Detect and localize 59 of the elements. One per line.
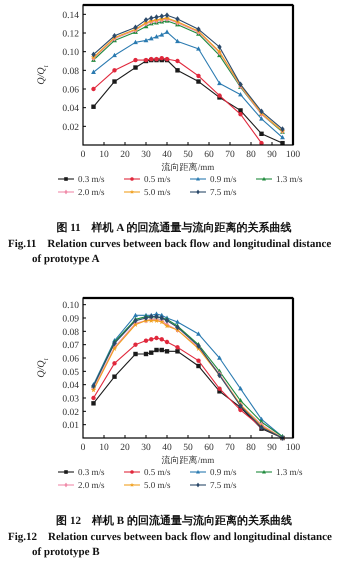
legend-label: 5.0 m/s [144,480,171,490]
y-tick-label: 0.02 [62,408,80,418]
x-tick-label: 0 [80,150,86,160]
text: 图 12 样机 B 的回流通量与流向距离的关系曲线 [56,514,292,527]
y-tick-label: 0.14 [62,10,80,21]
legend-label: 0.5 m/s [144,174,171,184]
x-tick-label: 20 [120,150,130,160]
x-tick-label: 50 [183,150,193,160]
x-tick-label: 10 [99,443,109,453]
text: 图 11 样机 A 的回流通量与流向距离的关系曲线 [56,221,292,234]
x-tick-label: 60 [204,150,214,160]
y-tick-label: 0.10 [62,301,80,312]
y-tick-label: 0.02 [62,122,80,133]
x-axis-title: 流向距离/mm [162,162,214,172]
x-tick-label: 60 [204,443,214,453]
y-tick-label: 0.07 [62,341,80,352]
y-tick-label: 0.09 [62,314,80,324]
y-tick-label: 0.08 [62,66,80,77]
x-tick-label: 100 [286,443,300,453]
y-tick-label: 0.03 [62,394,80,404]
legend-label: 0.3 m/s [78,467,105,477]
legend-label: 0.9 m/s [210,174,237,184]
x-tick-label: 40 [162,443,172,453]
x-tick-label: 80 [246,150,256,160]
x-tick-label: 100 [286,150,300,160]
x-axis-title: 流向距离/mm [162,455,214,465]
legend-label: 5.0 m/s [144,187,171,197]
legend-label: 1.3 m/s [276,174,303,184]
legend-label: 2.0 m/s [78,187,105,197]
y-tick-label: 0.12 [62,30,80,40]
y-tick-label: 0.04 [62,381,80,392]
legend-label: 1.3 m/s [276,467,303,477]
legend-label: 0.5 m/s [144,467,171,477]
text: Fig.12 Relation curves between back flow and longitudinal distance of prototype B [8,531,332,558]
legend-label: 7.5 m/s [210,187,237,197]
x-tick-label: 10 [99,150,109,160]
x-tick-label: 90 [267,150,277,160]
x-tick-label: 20 [120,443,130,453]
legend-label: 2.0 m/s [78,480,105,490]
x-tick-label: 30 [141,150,151,160]
legend-label: 0.9 m/s [210,467,237,477]
x-tick-label: 80 [246,443,256,453]
x-tick-label: 40 [162,150,172,160]
y-tick-label: 0.10 [62,48,80,58]
x-tick-label: 90 [267,443,277,453]
legend-label: 0.3 m/s [78,174,105,184]
x-tick-label: 0 [80,443,86,453]
text: Fig.11 Relation curves between back flow and longitudinal distance of prototype A [8,238,332,265]
y-tick-label: 0.01 [62,421,80,432]
y-tick-label: 0.06 [62,354,80,364]
legend-label: 7.5 m/s [210,480,237,490]
x-tick-label: 70 [225,150,235,160]
x-tick-label: 70 [225,443,235,453]
x-tick-label: 50 [183,443,193,453]
x-tick-label: 30 [141,443,151,453]
y-tick-label: 0.06 [62,86,80,96]
y-tick-label: 0.08 [62,328,80,338]
y-tick-label: 0.05 [62,368,80,378]
y-tick-label: 0.04 [62,104,80,114]
